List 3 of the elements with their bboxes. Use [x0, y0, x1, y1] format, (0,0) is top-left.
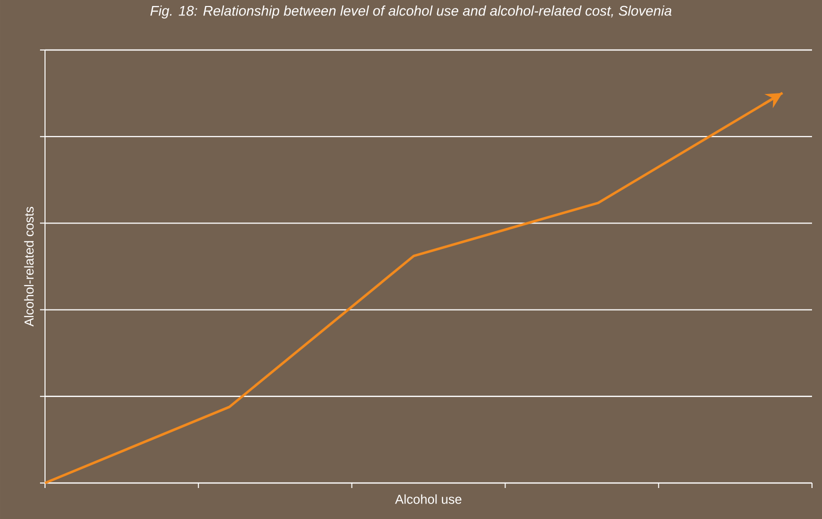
chart-title: Fig. 18: Relationship between level of alcohol use and alcohol-related cost, Slovenia [150, 6, 672, 19]
y-axis-title: Alcohol-related costs [24, 206, 34, 327]
x-axis-title: Alcohol use [395, 494, 462, 504]
